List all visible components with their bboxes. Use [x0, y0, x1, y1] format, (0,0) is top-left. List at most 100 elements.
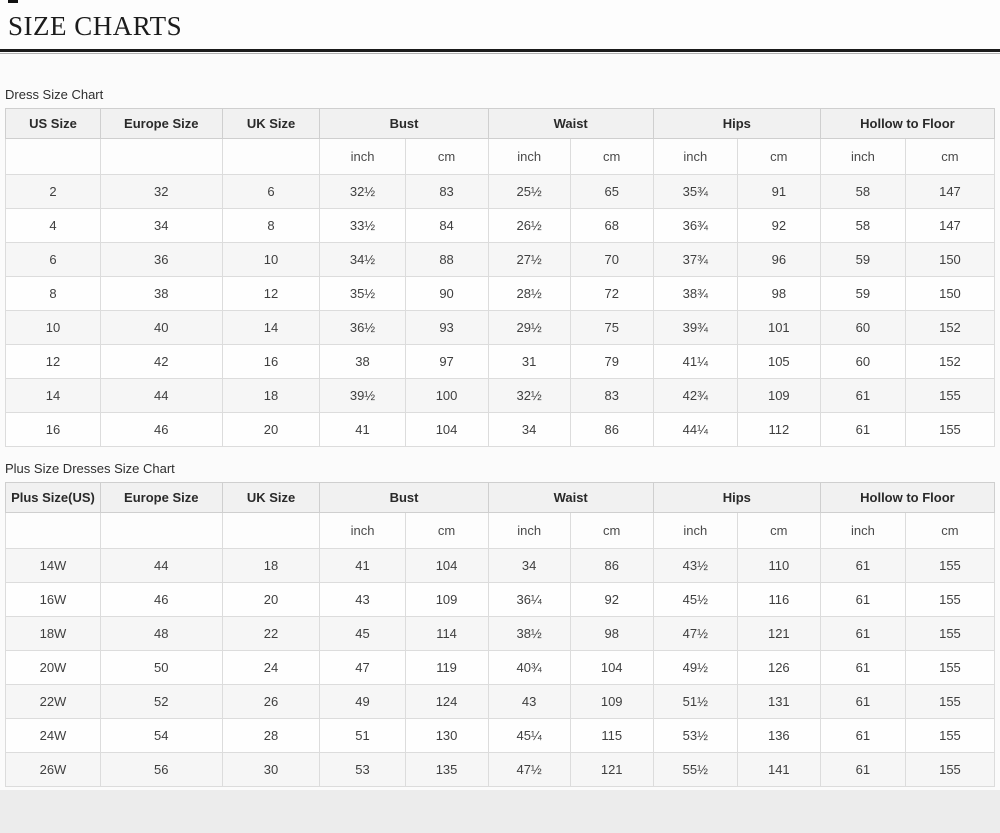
unit-header: inch [652, 138, 738, 175]
table-cell: 43½ [652, 548, 738, 583]
table-cell: 36¾ [652, 208, 738, 243]
table-row: 16 46 20 41 104 34 86 44¼ 112 61 155 [5, 412, 996, 447]
table-cell: 14W [5, 548, 101, 583]
unit-header: inch [487, 138, 571, 175]
table-row: 14 44 18 39½ 100 32½ 83 42¾ 109 61 155 [5, 378, 996, 413]
table-row: 8 38 12 35½ 90 28½ 72 38¾ 98 59 150 [5, 276, 996, 311]
table-cell: 34 [487, 548, 571, 583]
table-row: 24W 54 28 51 130 45¼ 115 53½ 136 61 155 [5, 718, 996, 753]
table-cell: 86 [569, 412, 654, 447]
table-cell: 96 [736, 242, 821, 277]
table-cell: 115 [569, 718, 654, 753]
column-header: Waist [487, 108, 654, 139]
column-header: Europe Size [99, 482, 223, 513]
table-cell: 61 [819, 684, 906, 719]
table-cell: 141 [736, 752, 821, 787]
table-cell: 65 [569, 174, 654, 209]
table-cell: 58 [819, 208, 906, 243]
table-cell: 100 [404, 378, 489, 413]
table-cell: 38 [99, 276, 223, 311]
page-title: SIZE CHARTS [8, 11, 183, 41]
table-cell: 75 [569, 310, 654, 345]
table-cell: 45 [319, 616, 406, 651]
table-cell: 61 [819, 718, 906, 753]
table-cell: 47½ [652, 616, 738, 651]
table-cell: 155 [904, 378, 996, 413]
table-cell: 59 [819, 242, 906, 277]
table-cell: 52 [99, 684, 223, 719]
table-cell: 58 [819, 174, 906, 209]
table-cell: 88 [404, 242, 489, 277]
table-cell: 155 [904, 684, 996, 719]
unit-header: inch [319, 138, 406, 175]
table-cell: 4 [5, 208, 101, 243]
table-cell: 38¾ [652, 276, 738, 311]
table-cell: 53 [319, 752, 406, 787]
table-cell: 39¾ [652, 310, 738, 345]
table-cell: 112 [736, 412, 821, 447]
table-cell: 32½ [319, 174, 406, 209]
table-cell: 98 [569, 616, 654, 651]
table-cell: 35½ [319, 276, 406, 311]
plus-size-chart-table: Plus Size(US) Europe Size UK Size Bust Waist… [5, 482, 996, 787]
table-cell: 83 [569, 378, 654, 413]
unit-header: cm [904, 138, 996, 175]
table-cell: 39½ [319, 378, 406, 413]
table-cell: 45½ [652, 582, 738, 617]
table-cell: 40 [99, 310, 223, 345]
table-cell: 104 [404, 548, 489, 583]
table-cell: 40¾ [487, 650, 571, 685]
table-cell: 155 [904, 752, 996, 787]
unit-header: inch [819, 512, 906, 549]
table-cell: 12 [5, 344, 101, 379]
unit-header: cm [569, 138, 654, 175]
table-cell: 46 [99, 582, 223, 617]
table-cell: 155 [904, 650, 996, 685]
title-divider [0, 49, 1000, 52]
column-header: Bust [319, 108, 489, 139]
table-cell: 18W [5, 616, 101, 651]
table-cell: 6 [5, 242, 101, 277]
bottom-background-strip [0, 790, 1000, 833]
table-cell: 46 [99, 412, 223, 447]
table-cell: 61 [819, 752, 906, 787]
table-cell: 42¾ [652, 378, 738, 413]
unit-header: cm [736, 512, 821, 549]
table-cell: 53½ [652, 718, 738, 753]
table-cell: 104 [569, 650, 654, 685]
unit-header: cm [404, 138, 489, 175]
table-cell: 130 [404, 718, 489, 753]
unit-header-row: inch cm inch cm inch cm inch cm [5, 138, 996, 175]
table-cell: 59 [819, 276, 906, 311]
table-cell: 8 [5, 276, 101, 311]
table-cell: 10 [5, 310, 101, 345]
table-cell: 12 [221, 276, 321, 311]
table-cell: 110 [736, 548, 821, 583]
table-cell: 32 [99, 174, 223, 209]
table-cell: 109 [736, 378, 821, 413]
table-cell: 44 [99, 548, 223, 583]
table-cell: 8 [221, 208, 321, 243]
table-cell: 43 [319, 582, 406, 617]
table-row: 2 32 6 32½ 83 25½ 65 35¾ 91 58 147 [5, 174, 996, 209]
table-cell: 34½ [319, 242, 406, 277]
title-divider-shadow [0, 53, 1000, 54]
table-cell: 20 [221, 582, 321, 617]
table-cell: 49 [319, 684, 406, 719]
table-cell: 131 [736, 684, 821, 719]
unit-header [221, 512, 321, 549]
dress-size-chart-table: US Size Europe Size UK Size Bust Waist Hips Ho… [5, 108, 996, 447]
table-cell: 51 [319, 718, 406, 753]
table-cell: 155 [904, 718, 996, 753]
table-cell: 86 [569, 548, 654, 583]
plus-size-chart-label: Plus Size Dresses Size Chart [5, 461, 175, 476]
column-header: UK Size [221, 482, 321, 513]
title-block: SIZE CHARTS [0, 0, 1000, 49]
table-cell: 26W [5, 752, 101, 787]
table-cell: 152 [904, 344, 996, 379]
table-cell: 61 [819, 616, 906, 651]
table-cell: 38 [319, 344, 406, 379]
table-cell: 28 [221, 718, 321, 753]
column-header: Waist [487, 482, 654, 513]
table-cell: 150 [904, 242, 996, 277]
